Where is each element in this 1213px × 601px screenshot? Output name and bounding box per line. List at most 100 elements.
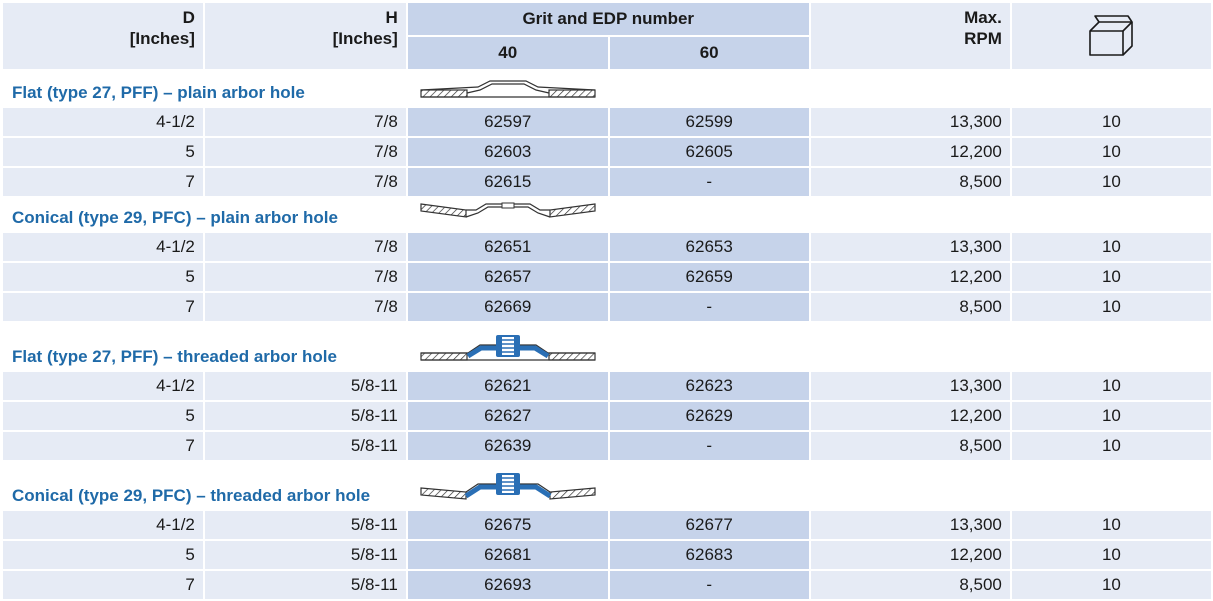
section-diagram-cell [407, 71, 608, 106]
cell-pack-qty: 10 [1011, 511, 1211, 539]
cell-arbor-hole: 5/8-11 [204, 402, 406, 430]
header-d-label: D [182, 8, 195, 27]
cell-edp-grit-40: 62651 [407, 233, 608, 261]
cell-max-rpm: 12,200 [810, 263, 1010, 291]
section-title: Conical (type 29, PFC) – plain arbor hol… [3, 198, 406, 231]
section-spacer [1011, 71, 1211, 106]
cell-edp-grit-40: 62639 [407, 432, 608, 460]
cell-arbor-hole: 7/8 [204, 293, 406, 321]
table-row: 5 7/8 62657 62659 12,200 10 [3, 263, 1211, 291]
section-spacer [810, 323, 1010, 370]
section-spacer [1011, 198, 1211, 231]
header-rpm: Max. RPM [810, 3, 1010, 69]
conical-threaded-disc-icon [420, 473, 596, 500]
cell-max-rpm: 8,500 [810, 293, 1010, 321]
cell-diameter: 4-1/2 [3, 233, 203, 261]
cell-diameter: 7 [3, 432, 203, 460]
cell-diameter: 4-1/2 [3, 511, 203, 539]
section-header-row: Conical (type 29, PFC) – plain arbor hol… [3, 198, 1211, 231]
cell-diameter: 5 [3, 402, 203, 430]
cell-pack-qty: 10 [1011, 138, 1211, 166]
cell-edp-grit-60: 62605 [609, 138, 809, 166]
cell-edp-grit-60: 62623 [609, 372, 809, 400]
cell-edp-grit-40: 62669 [407, 293, 608, 321]
section-title: Conical (type 29, PFC) – threaded arbor … [3, 462, 406, 509]
table-body: Flat (type 27, PFF) – plain arbor hole 4… [3, 71, 1211, 599]
cell-pack-qty: 10 [1011, 541, 1211, 569]
cell-arbor-hole: 7/8 [204, 108, 406, 136]
table-row: 4-1/2 7/8 62597 62599 13,300 10 [3, 108, 1211, 136]
table-row: 4-1/2 7/8 62651 62653 13,300 10 [3, 233, 1211, 261]
cell-diameter: 7 [3, 168, 203, 196]
cell-diameter: 5 [3, 541, 203, 569]
cell-diameter: 5 [3, 263, 203, 291]
cell-edp-grit-40: 62693 [407, 571, 608, 599]
cell-edp-grit-60: - [609, 293, 809, 321]
section-diagram-cell [407, 198, 608, 231]
header-h: H [Inches] [204, 3, 406, 69]
header-d: D [Inches] [3, 3, 203, 69]
cell-pack-qty: 10 [1011, 263, 1211, 291]
table-row: 5 7/8 62603 62605 12,200 10 [3, 138, 1211, 166]
cell-edp-grit-40: 62681 [407, 541, 608, 569]
cell-edp-grit-60: - [609, 432, 809, 460]
flat-plain-disc-icon [420, 80, 596, 98]
table-row: 7 7/8 62615-8,500 10 [3, 168, 1211, 196]
cell-arbor-hole: 7/8 [204, 168, 406, 196]
cell-edp-grit-60: 62683 [609, 541, 809, 569]
header-h-label: H [385, 8, 398, 27]
header-grit-40: 40 [407, 37, 608, 69]
header-h-unit: [Inches] [332, 29, 398, 48]
box-icon [1089, 15, 1134, 56]
conical-plain-disc-icon [420, 202, 596, 218]
cell-edp-grit-40: 62615 [407, 168, 608, 196]
cell-diameter: 5 [3, 138, 203, 166]
section-spacer [810, 71, 1010, 106]
cell-diameter: 7 [3, 293, 203, 321]
cell-edp-grit-60: 62659 [609, 263, 809, 291]
cell-max-rpm: 12,200 [810, 402, 1010, 430]
cell-diameter: 4-1/2 [3, 372, 203, 400]
cell-max-rpm: 12,200 [810, 541, 1010, 569]
cell-arbor-hole: 5/8-11 [204, 372, 406, 400]
section-header-row: Flat (type 27, PFF) – threaded arbor hol… [3, 323, 1211, 370]
section-spacer [609, 71, 809, 106]
section-spacer [609, 198, 809, 231]
header-rpm-line2: RPM [964, 29, 1002, 48]
section-spacer [810, 198, 1010, 231]
cell-max-rpm: 13,300 [810, 511, 1010, 539]
section-diagram-cell [407, 462, 608, 509]
table-row: 7 7/8 62669-8,500 10 [3, 293, 1211, 321]
table-row: 7 5/8-11 62639-8,500 10 [3, 432, 1211, 460]
cell-arbor-hole: 5/8-11 [204, 511, 406, 539]
cell-max-rpm: 8,500 [810, 168, 1010, 196]
section-spacer [609, 462, 809, 509]
table-row: 7 5/8-11 62693-8,500 10 [3, 571, 1211, 599]
cell-edp-grit-60: - [609, 571, 809, 599]
cell-arbor-hole: 5/8-11 [204, 571, 406, 599]
cell-edp-grit-60: - [609, 168, 809, 196]
cell-edp-grit-40: 62621 [407, 372, 608, 400]
cell-pack-qty: 10 [1011, 571, 1211, 599]
cell-arbor-hole: 5/8-11 [204, 432, 406, 460]
cell-pack-qty: 10 [1011, 372, 1211, 400]
cell-edp-grit-60: 62629 [609, 402, 809, 430]
table-row: 5 5/8-11 62627 62629 12,200 10 [3, 402, 1211, 430]
header-d-unit: [Inches] [129, 29, 195, 48]
cell-edp-grit-60: 62599 [609, 108, 809, 136]
cell-arbor-hole: 7/8 [204, 233, 406, 261]
cell-edp-grit-40: 62657 [407, 263, 608, 291]
section-title: Flat (type 27, PFF) – plain arbor hole [3, 71, 406, 106]
cell-max-rpm: 13,300 [810, 372, 1010, 400]
table-row: 4-1/2 5/8-11 62675 62677 13,300 10 [3, 511, 1211, 539]
cell-edp-grit-40: 62627 [407, 402, 608, 430]
cell-pack-qty: 10 [1011, 293, 1211, 321]
cell-pack-qty: 10 [1011, 432, 1211, 460]
section-title: Flat (type 27, PFF) – threaded arbor hol… [3, 323, 406, 370]
cell-edp-grit-40: 62675 [407, 511, 608, 539]
section-spacer [810, 462, 1010, 509]
section-spacer [1011, 323, 1211, 370]
header-pack [1011, 3, 1211, 69]
cell-arbor-hole: 7/8 [204, 263, 406, 291]
